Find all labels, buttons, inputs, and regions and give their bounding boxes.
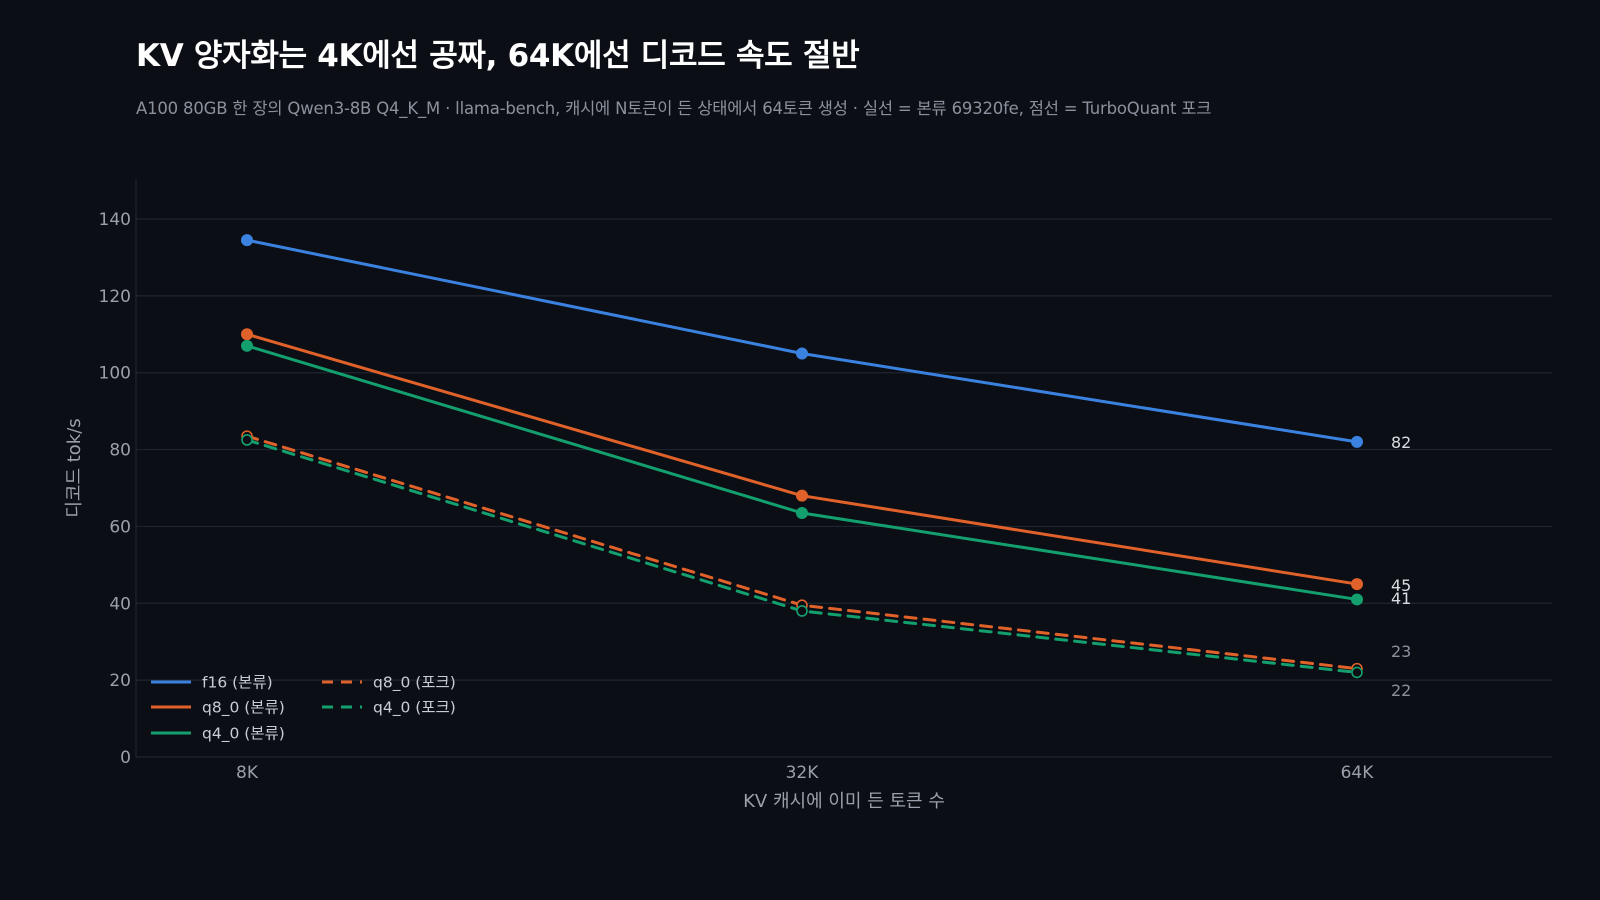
legend-label: q8_0 (포크) <box>373 674 456 693</box>
y-tick-label: 60 <box>109 517 131 537</box>
y-tick-label: 120 <box>99 287 131 307</box>
data-point <box>241 234 253 247</box>
chart-title: KV 양자화는 4K에선 공짜, 64K에선 디코드 속도 절반 <box>136 38 860 74</box>
legend-label: q4_0 (포크) <box>373 699 456 718</box>
data-point <box>1351 435 1363 448</box>
y-tick-label: 100 <box>99 364 131 384</box>
end-value-label: 82 <box>1391 433 1411 452</box>
y-tick-label: 80 <box>109 441 131 461</box>
y-tick-label: 40 <box>109 594 131 614</box>
x-tick-label: 8K <box>236 763 259 783</box>
data-point <box>1351 593 1363 606</box>
series-line <box>245 238 1359 444</box>
data-point <box>796 605 808 617</box>
data-point <box>796 506 808 519</box>
data-point <box>241 339 253 352</box>
end-value-label: 22 <box>1391 681 1411 700</box>
legend-item: f16 (본류) <box>151 674 273 692</box>
series-2 <box>241 339 1363 606</box>
chart-subtitle: A100 80GB 한 장의 Qwen3-8B Q4_K_M · llama-b… <box>136 99 1212 118</box>
series-line <box>245 434 1359 671</box>
legend-item: q4_0 (본류) <box>151 725 285 744</box>
series-line <box>245 332 1359 586</box>
x-tick-label: 64K <box>1341 763 1375 783</box>
series-0 <box>241 234 1363 448</box>
x-axis-ticks: 8K 32K 64K <box>236 763 1374 783</box>
y-tick-label: 20 <box>109 671 131 691</box>
end-value-label: 23 <box>1391 642 1411 661</box>
series-group <box>241 234 1363 679</box>
data-point <box>1351 578 1363 591</box>
data-point <box>241 434 253 446</box>
legend-item: q8_0 (포크) <box>322 674 456 693</box>
end-value-label: 45 <box>1391 576 1411 595</box>
x-tick-label: 32K <box>786 763 820 783</box>
legend: f16 (본류) q8_0 (본류) q4_0 (본류) q8_0 (포크) q4_0 … <box>151 674 456 744</box>
end-value-label: 41 <box>1391 589 1411 608</box>
legend-label: q4_0 (본류) <box>202 725 285 744</box>
series-3 <box>241 430 1363 675</box>
grid-lines <box>136 218 1552 758</box>
series-1 <box>241 328 1363 591</box>
data-point <box>241 328 253 341</box>
data-point <box>1351 666 1363 679</box>
series-4 <box>241 434 1363 679</box>
legend-label: q8_0 (본류) <box>202 699 285 718</box>
y-axis-title: 디코드 tok/s <box>64 418 85 517</box>
data-point <box>796 489 808 502</box>
legend-item: q8_0 (본류) <box>151 699 285 718</box>
legend-label: f16 (본류) <box>202 674 273 692</box>
y-tick-label: 140 <box>99 210 131 230</box>
y-tick-label: 0 <box>120 748 131 768</box>
legend-item: q4_0 (포크) <box>322 699 456 718</box>
data-point <box>796 347 808 360</box>
x-axis-title: KV 캐시에 이미 든 토큰 수 <box>743 791 945 812</box>
y-axis-ticks: 0 20 40 60 80 100 120 140 <box>99 210 131 768</box>
